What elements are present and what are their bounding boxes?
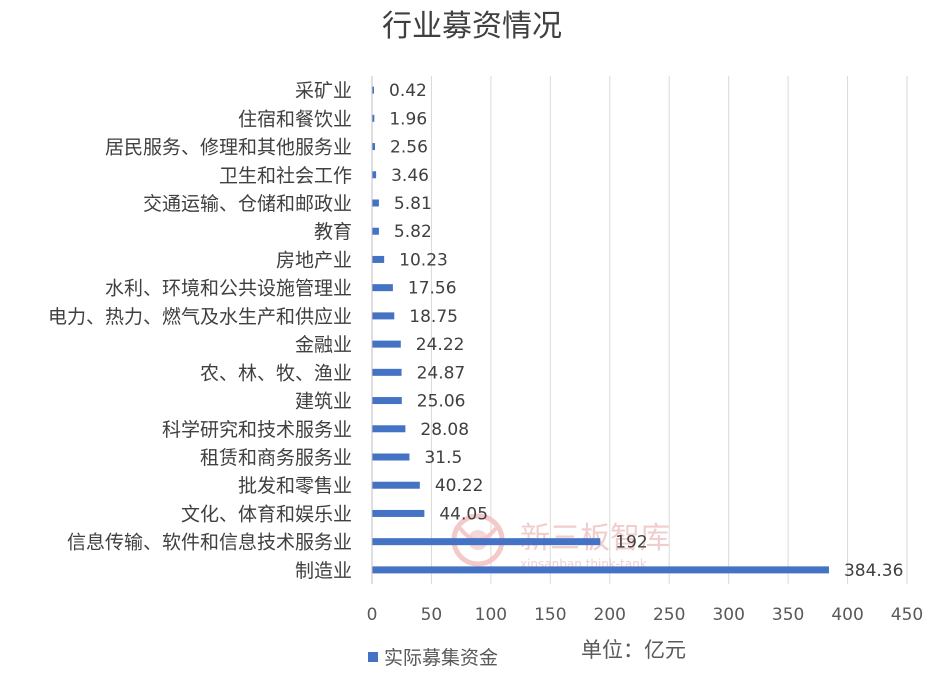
chart-title: 行业募资情况: [382, 9, 562, 44]
data-label: 31.5: [424, 448, 462, 468]
data-label: 5.82: [394, 222, 432, 242]
bar: [372, 453, 410, 461]
bar: [372, 284, 393, 292]
bar: [372, 566, 829, 574]
bar: [372, 509, 425, 517]
data-label: 192: [615, 533, 647, 553]
category-label: 批发和零售业: [238, 475, 352, 497]
category-labels: 采矿业住宿和餐饮业居民服务、修理和其他服务业卫生和社会工作交通运输、仓储和邮政业…: [48, 80, 352, 582]
data-label: 1.96: [389, 109, 427, 129]
data-label: 0.42: [389, 81, 427, 101]
data-label: 384.36: [844, 561, 903, 581]
x-tick-label: 250: [653, 605, 685, 625]
x-tick-label: 350: [772, 605, 804, 625]
category-label: 文化、体育和娱乐业: [181, 503, 352, 525]
category-label: 交通运输、仓储和邮政业: [143, 193, 352, 215]
legend: 实际募集资金: [368, 647, 498, 669]
category-label: 农、林、牧、渔业: [200, 362, 352, 384]
legend-label: 实际募集资金: [384, 647, 498, 669]
category-label: 居民服务、修理和其他服务业: [105, 137, 352, 159]
data-label: 10.23: [399, 250, 448, 270]
bar: [372, 143, 376, 151]
x-tick-label: 450: [891, 605, 923, 625]
data-label: 5.81: [394, 194, 432, 214]
bar: [372, 255, 385, 263]
category-label: 建筑业: [295, 391, 352, 413]
bar: [372, 227, 379, 235]
category-label: 制造业: [295, 560, 352, 582]
bar: [372, 481, 420, 489]
bar: [372, 538, 601, 546]
data-label: 24.87: [417, 363, 466, 383]
x-axis-tick-labels: 0 50 100 150 200 250 300 350 400 450: [367, 605, 924, 625]
category-label: 租赁和商务服务业: [200, 447, 352, 469]
category-label: 信息传输、软件和信息技术服务业: [67, 532, 352, 554]
data-label: 44.05: [439, 504, 488, 524]
bar: [372, 425, 406, 433]
bar: [372, 199, 379, 207]
bar: [372, 171, 377, 179]
data-label: 2.56: [390, 138, 428, 158]
category-label: 金融业: [295, 334, 352, 356]
x-tick-label: 50: [421, 605, 443, 625]
x-tick-label: 200: [594, 605, 626, 625]
bar: [372, 397, 402, 405]
data-label: 28.08: [420, 420, 469, 440]
x-tick-label: 400: [831, 605, 863, 625]
gridlines: [430, 76, 908, 584]
data-label: 25.06: [417, 392, 466, 412]
category-label: 住宿和餐饮业: [238, 108, 352, 130]
value-labels: 0.42 1.96 2.56 3.46 5.81 5.82 10.23 17.56 18.75 2…: [389, 81, 903, 581]
data-label: 40.22: [435, 476, 484, 496]
legend-swatch: [368, 652, 378, 662]
unit-label: 单位：亿元: [581, 638, 686, 662]
category-label: 教育: [314, 221, 352, 243]
data-label: 24.22: [416, 335, 465, 355]
bar: [372, 312, 395, 320]
category-label: 房地产业: [276, 249, 352, 271]
x-tick-label: 150: [534, 605, 566, 625]
x-tick-label: 0: [367, 605, 378, 625]
data-label: 3.46: [391, 166, 429, 186]
category-label: 电力、热力、燃气及水生产和供应业: [48, 306, 352, 328]
bar: [372, 86, 374, 94]
bar: [372, 340, 401, 348]
category-label: 水利、环境和公共设施管理业: [105, 278, 352, 300]
x-tick-label: 100: [475, 605, 507, 625]
x-tick-label: 300: [712, 605, 744, 625]
bars: [372, 86, 829, 574]
bar: [372, 368, 402, 376]
data-label: 18.75: [409, 307, 458, 327]
category-label: 卫生和社会工作: [219, 165, 352, 187]
category-label: 采矿业: [295, 80, 352, 102]
category-label: 科学研究和技术服务业: [162, 419, 352, 441]
bar: [372, 114, 375, 122]
data-label: 17.56: [408, 279, 457, 299]
